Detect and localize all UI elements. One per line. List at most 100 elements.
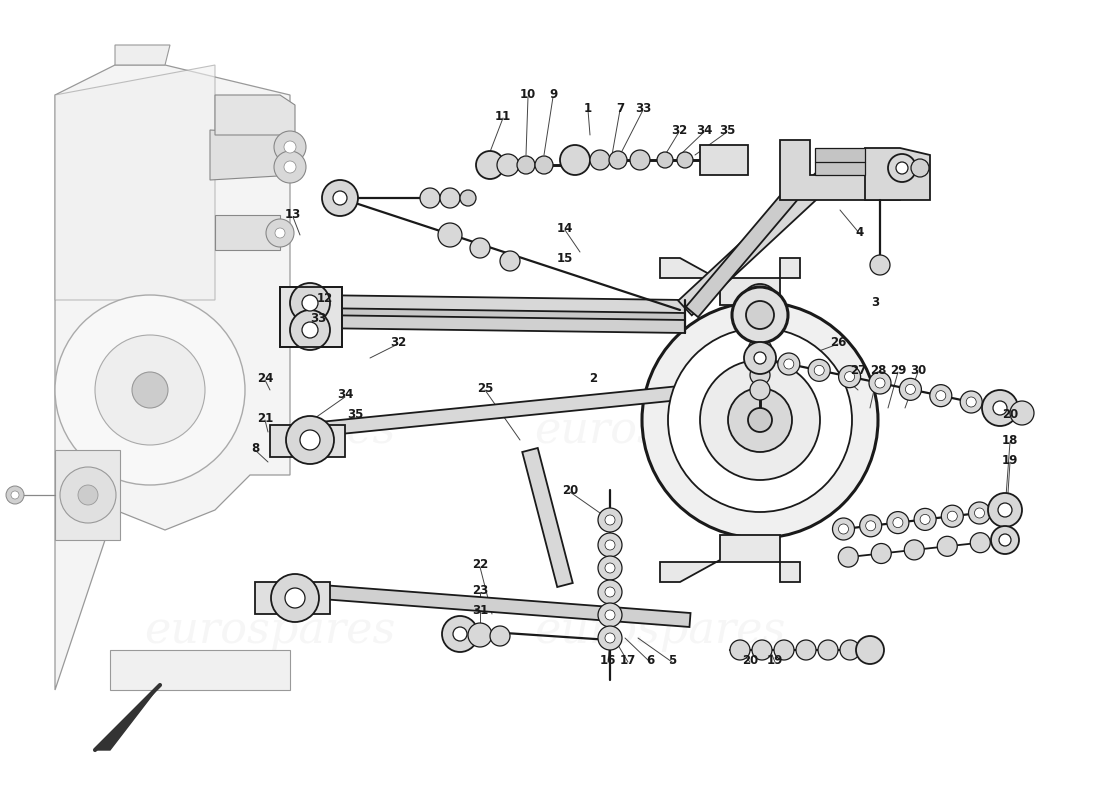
Circle shape bbox=[905, 384, 915, 394]
Circle shape bbox=[774, 640, 794, 660]
Circle shape bbox=[871, 543, 891, 563]
Text: 34: 34 bbox=[696, 123, 712, 137]
Circle shape bbox=[840, 640, 860, 660]
Circle shape bbox=[998, 503, 1012, 517]
Circle shape bbox=[60, 467, 116, 523]
Circle shape bbox=[920, 514, 931, 525]
Circle shape bbox=[598, 508, 622, 532]
Circle shape bbox=[286, 416, 334, 464]
Polygon shape bbox=[270, 425, 345, 457]
Text: 10: 10 bbox=[520, 89, 536, 102]
Circle shape bbox=[874, 378, 886, 388]
Polygon shape bbox=[55, 65, 215, 300]
Circle shape bbox=[887, 512, 909, 534]
Text: 4: 4 bbox=[856, 226, 865, 238]
Polygon shape bbox=[700, 145, 748, 175]
Circle shape bbox=[598, 533, 622, 557]
Polygon shape bbox=[660, 258, 800, 305]
Polygon shape bbox=[679, 170, 832, 315]
Circle shape bbox=[274, 151, 306, 183]
Circle shape bbox=[535, 156, 553, 174]
Circle shape bbox=[590, 150, 610, 170]
Circle shape bbox=[442, 616, 478, 652]
Circle shape bbox=[470, 238, 490, 258]
Circle shape bbox=[333, 191, 346, 205]
Polygon shape bbox=[865, 148, 930, 200]
Text: 9: 9 bbox=[549, 89, 557, 102]
Circle shape bbox=[991, 526, 1019, 554]
Circle shape bbox=[947, 511, 957, 522]
Circle shape bbox=[78, 485, 98, 505]
Circle shape bbox=[728, 388, 792, 452]
Text: 12: 12 bbox=[317, 291, 333, 305]
Circle shape bbox=[936, 390, 946, 401]
Text: eurospares: eurospares bbox=[144, 409, 396, 451]
Circle shape bbox=[274, 131, 306, 163]
Text: 35: 35 bbox=[718, 123, 735, 137]
Circle shape bbox=[754, 352, 766, 364]
Circle shape bbox=[266, 219, 294, 247]
Circle shape bbox=[900, 378, 922, 400]
Polygon shape bbox=[310, 308, 685, 320]
Polygon shape bbox=[686, 170, 814, 317]
Circle shape bbox=[302, 295, 318, 311]
Polygon shape bbox=[660, 535, 800, 582]
Circle shape bbox=[453, 627, 468, 641]
Circle shape bbox=[930, 385, 952, 406]
Circle shape bbox=[893, 518, 903, 528]
Circle shape bbox=[630, 150, 650, 170]
Text: 19: 19 bbox=[1002, 454, 1019, 466]
Circle shape bbox=[993, 401, 1007, 415]
Circle shape bbox=[746, 301, 774, 329]
Circle shape bbox=[420, 188, 440, 208]
Circle shape bbox=[290, 283, 330, 323]
Circle shape bbox=[845, 372, 855, 382]
Circle shape bbox=[476, 151, 504, 179]
Circle shape bbox=[605, 633, 615, 643]
Circle shape bbox=[11, 491, 19, 499]
Polygon shape bbox=[280, 287, 342, 347]
Text: 24: 24 bbox=[256, 371, 273, 385]
Text: eurospares: eurospares bbox=[535, 409, 785, 451]
Circle shape bbox=[988, 493, 1022, 527]
Text: 17: 17 bbox=[620, 654, 636, 666]
Text: 3: 3 bbox=[871, 295, 879, 309]
Circle shape bbox=[752, 640, 772, 660]
Circle shape bbox=[966, 397, 976, 407]
Circle shape bbox=[914, 509, 936, 530]
Circle shape bbox=[490, 626, 510, 646]
Circle shape bbox=[838, 366, 860, 388]
Circle shape bbox=[284, 141, 296, 153]
Text: eurospares: eurospares bbox=[144, 609, 396, 651]
Circle shape bbox=[605, 610, 615, 620]
Text: 32: 32 bbox=[389, 335, 406, 349]
Circle shape bbox=[284, 161, 296, 173]
Text: 1: 1 bbox=[584, 102, 592, 114]
Text: 27: 27 bbox=[850, 363, 866, 377]
Circle shape bbox=[968, 502, 990, 524]
Circle shape bbox=[750, 380, 770, 400]
Circle shape bbox=[975, 508, 984, 518]
Polygon shape bbox=[522, 448, 573, 587]
Circle shape bbox=[560, 145, 590, 175]
Circle shape bbox=[730, 640, 750, 660]
Circle shape bbox=[290, 310, 330, 350]
Text: 35: 35 bbox=[346, 409, 363, 422]
Circle shape bbox=[605, 515, 615, 525]
Circle shape bbox=[302, 322, 318, 338]
Text: 2: 2 bbox=[588, 371, 597, 385]
Polygon shape bbox=[295, 583, 691, 627]
Circle shape bbox=[657, 152, 673, 168]
Circle shape bbox=[300, 430, 320, 450]
Circle shape bbox=[750, 365, 770, 385]
Circle shape bbox=[642, 302, 878, 538]
Circle shape bbox=[285, 588, 305, 608]
Text: 22: 22 bbox=[472, 558, 488, 571]
Circle shape bbox=[942, 506, 964, 527]
Circle shape bbox=[838, 547, 858, 567]
Circle shape bbox=[778, 353, 800, 375]
Circle shape bbox=[605, 563, 615, 573]
Circle shape bbox=[870, 255, 890, 275]
Circle shape bbox=[598, 556, 622, 580]
Circle shape bbox=[598, 626, 622, 650]
